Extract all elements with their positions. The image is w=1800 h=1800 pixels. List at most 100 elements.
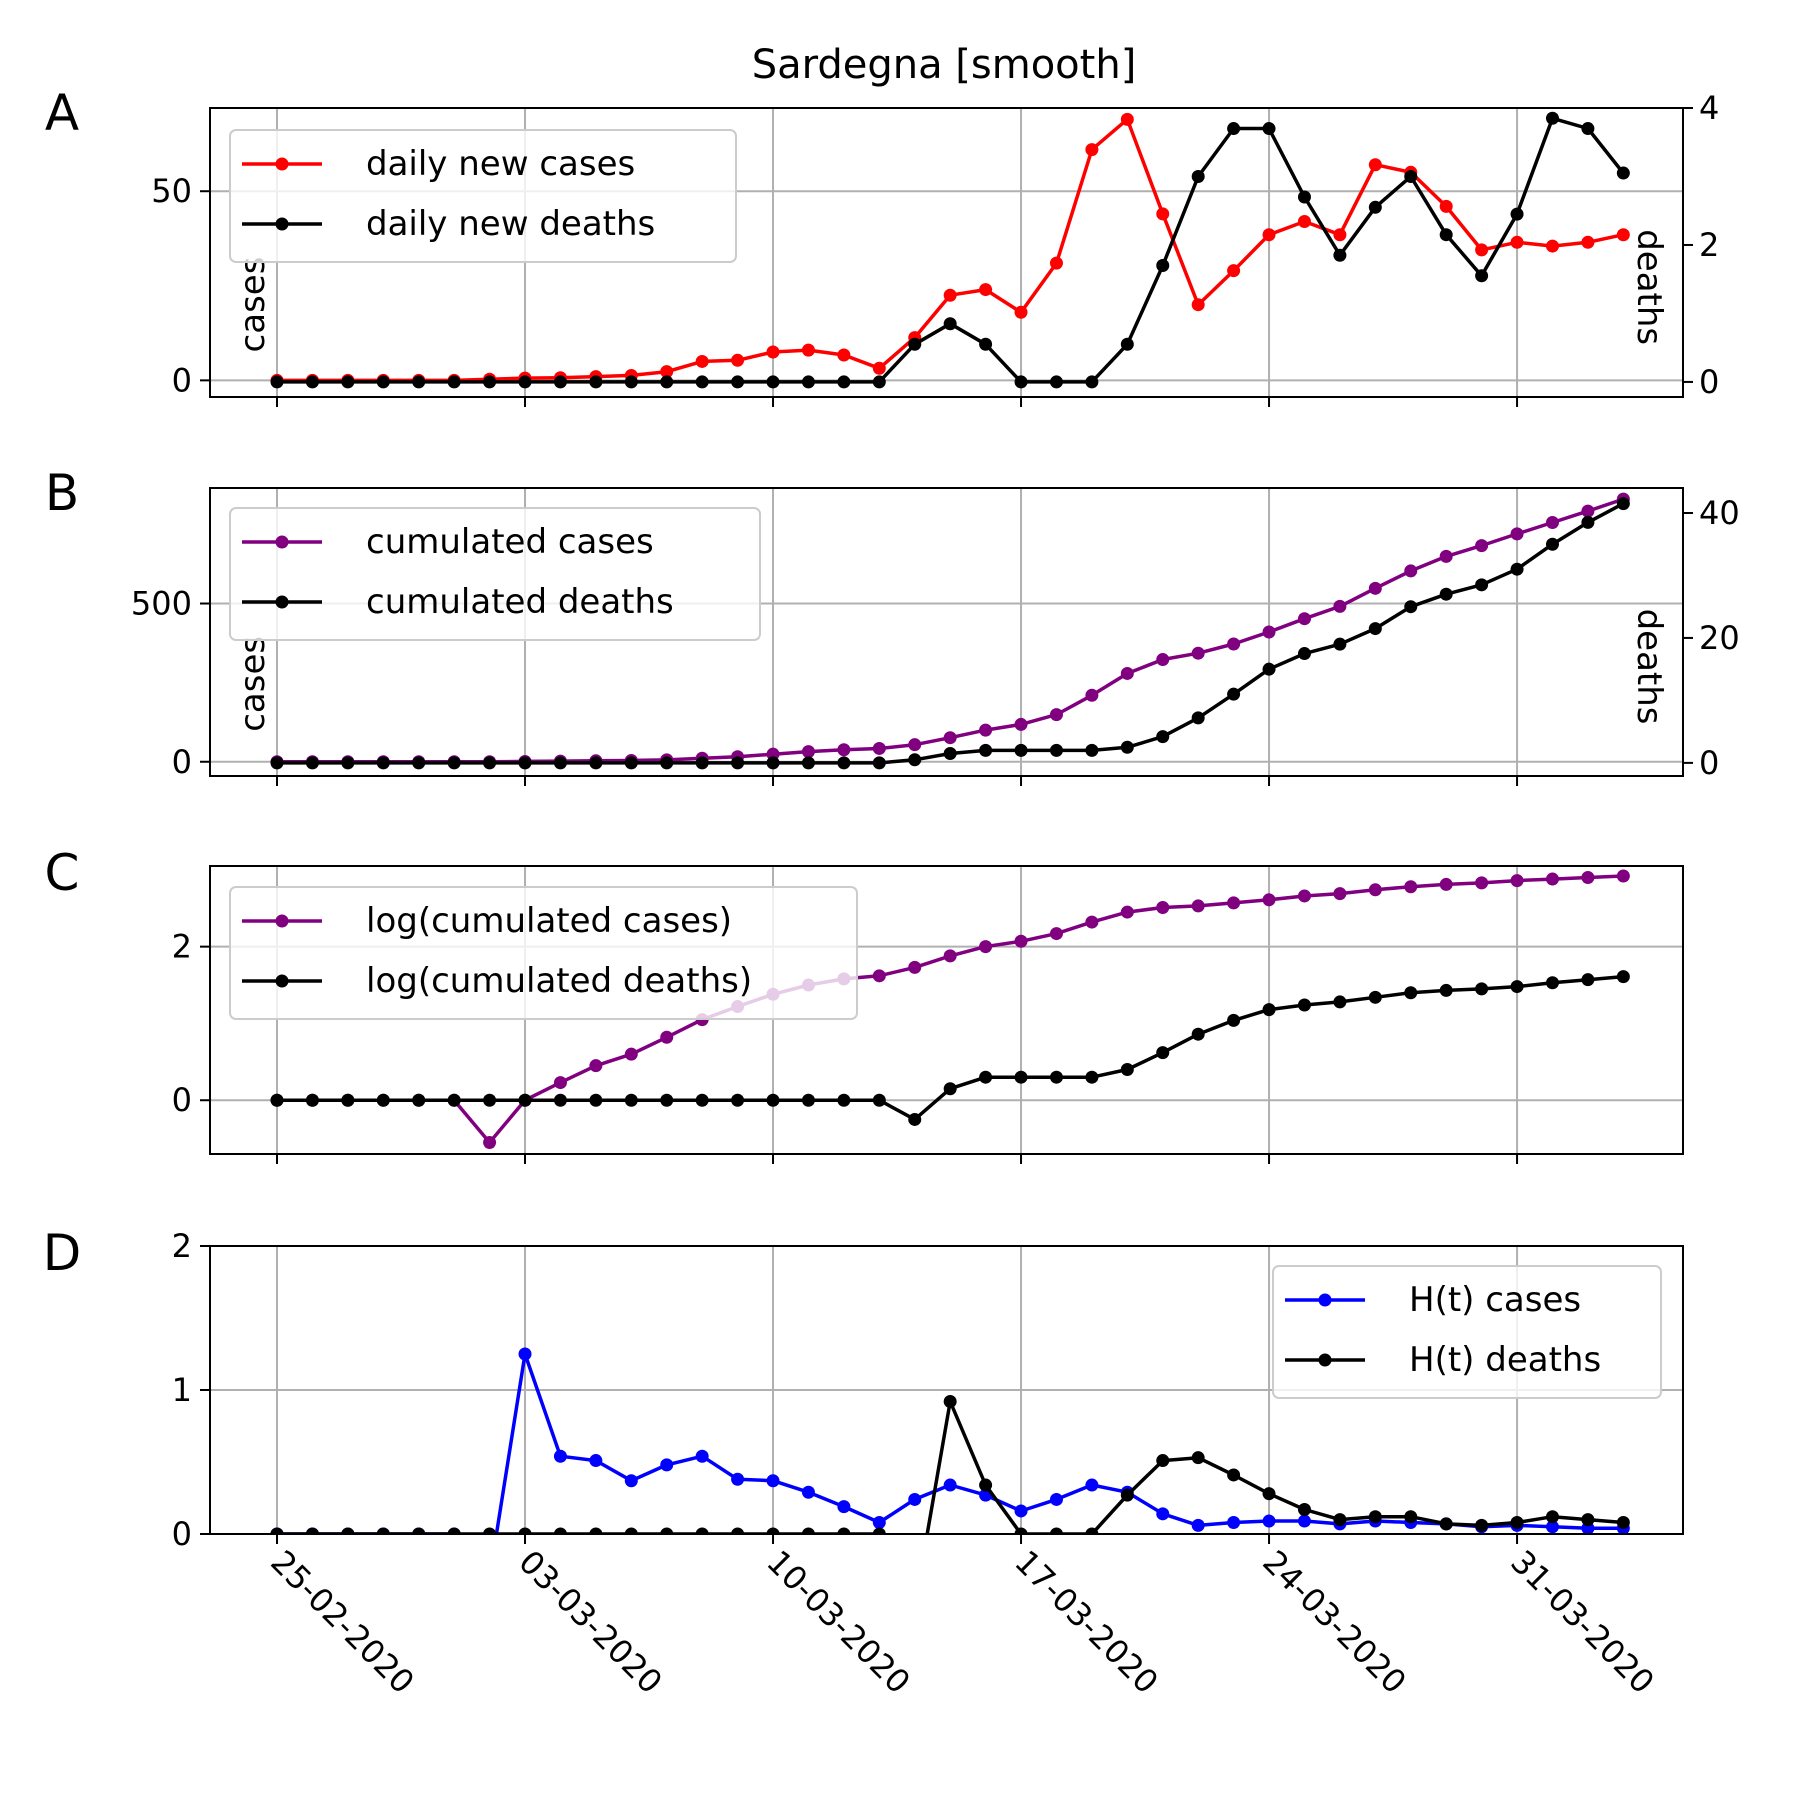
y-right-tick-label: 0 [1699, 744, 1719, 782]
y-right-tick-label: 0 [1699, 363, 1719, 401]
data-point [1262, 1487, 1276, 1501]
data-point [1262, 893, 1276, 907]
data-point [731, 375, 745, 389]
data-point [1297, 1503, 1311, 1517]
data-point [872, 969, 886, 983]
data-point [1297, 1514, 1311, 1528]
data-point [1404, 986, 1418, 1000]
data-point [412, 756, 426, 770]
data-point [660, 365, 674, 379]
data-point [731, 1472, 745, 1486]
data-point [270, 756, 284, 770]
data-point [1191, 646, 1205, 660]
data-point [766, 1093, 780, 1107]
data-point [1581, 122, 1595, 136]
data-point [1368, 1510, 1382, 1524]
x-tick-label: 24-03-2020 [1255, 1543, 1413, 1701]
data-point [1404, 600, 1418, 614]
data-point [305, 756, 319, 770]
data-point [553, 1076, 567, 1090]
legend: H(t) cases H(t) deaths [1272, 1265, 1662, 1399]
y-right-axis-label: deaths [1629, 229, 1669, 345]
data-point [1014, 717, 1028, 731]
axes-frame [209, 107, 1684, 398]
data-point [1333, 637, 1347, 651]
data-point [1616, 497, 1630, 511]
data-point [518, 756, 532, 770]
data-point [695, 354, 709, 368]
data-point [589, 1059, 603, 1073]
data-point [695, 1527, 709, 1534]
legend-label: daily new deaths [366, 204, 655, 244]
data-point [766, 1474, 780, 1488]
series-cumulated-deaths [270, 497, 1630, 770]
data-point [1439, 877, 1453, 891]
data-point [1545, 1510, 1559, 1524]
y-tick-label: 0 [172, 743, 192, 781]
data-point [837, 743, 851, 757]
data-point [518, 1347, 532, 1361]
data-point [270, 375, 284, 389]
data-point [766, 375, 780, 389]
data-point [1545, 976, 1559, 990]
data-point [376, 756, 390, 770]
legend-swatch-marker [275, 595, 289, 609]
y-tick-label: 0 [172, 1081, 192, 1119]
data-point [979, 1070, 993, 1084]
data-point [624, 375, 638, 389]
data-point [1156, 1507, 1170, 1521]
data-point [1156, 259, 1170, 273]
data-point [1510, 562, 1524, 576]
data-point [1545, 239, 1559, 253]
data-point [801, 745, 815, 759]
data-point [1333, 228, 1347, 242]
data-point [1404, 880, 1418, 894]
data-point [979, 723, 993, 737]
legend-box [1272, 1265, 1662, 1399]
data-point [1439, 983, 1453, 997]
data-point [1085, 143, 1099, 157]
data-point [447, 1093, 461, 1107]
data-point [1616, 166, 1630, 180]
data-point [943, 288, 957, 302]
data-point [1085, 743, 1099, 757]
data-point [1014, 743, 1028, 757]
data-point [1120, 1488, 1134, 1502]
data-point [483, 1093, 497, 1107]
data-point [943, 731, 957, 745]
data-point [553, 1093, 567, 1107]
data-point [305, 375, 319, 389]
legend-box [229, 507, 761, 641]
data-point [1475, 269, 1489, 283]
data-point [979, 283, 993, 297]
data-point [1191, 711, 1205, 725]
data-point [1191, 1451, 1205, 1465]
y-tick-label: 1 [172, 1371, 192, 1409]
data-point [660, 1093, 674, 1107]
data-point [483, 375, 497, 389]
data-point [1262, 625, 1276, 639]
data-point [341, 1093, 355, 1107]
data-point [1085, 1478, 1099, 1492]
y-tick-label: 2 [172, 1227, 192, 1265]
data-point [908, 1600, 921, 1613]
data-point [1014, 375, 1028, 389]
data-point [908, 753, 922, 767]
data-point [1191, 899, 1205, 913]
data-point [1085, 1527, 1099, 1534]
legend-swatch-marker [1318, 1293, 1332, 1307]
data-point [1262, 228, 1276, 242]
data-point [1368, 158, 1382, 172]
y-right-tick-label: 2 [1699, 226, 1719, 264]
data-point [1581, 871, 1595, 885]
data-point [553, 1449, 567, 1463]
data-point [1616, 869, 1630, 883]
axes-frame [209, 865, 1684, 1155]
data-point [1439, 228, 1453, 242]
data-point [589, 1093, 603, 1107]
data-point [1085, 688, 1099, 702]
data-point [483, 756, 497, 770]
data-point [1439, 549, 1453, 563]
data-point [376, 1527, 390, 1534]
